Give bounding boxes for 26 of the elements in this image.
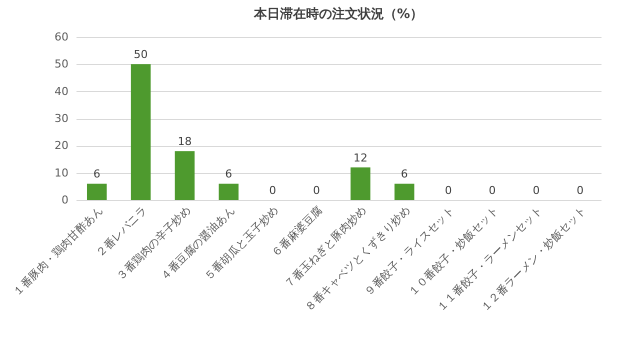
data-label: 12 — [353, 151, 368, 164]
data-label: 6 — [225, 168, 232, 181]
bar — [394, 184, 414, 200]
data-label: 6 — [93, 168, 100, 181]
y-tick-label: 0 — [62, 194, 68, 206]
data-label: 0 — [313, 184, 320, 197]
data-label: 6 — [400, 168, 408, 181]
data-label: 0 — [532, 184, 540, 197]
y-tick-label: 30 — [54, 112, 68, 125]
bar — [86, 184, 107, 200]
bar — [174, 151, 195, 200]
y-tick-label: 20 — [54, 139, 68, 152]
y-tick-label: 40 — [54, 84, 68, 98]
y-tick-label: 60 — [54, 30, 68, 44]
data-label: 50 — [134, 48, 148, 62]
data-label: 0 — [269, 184, 276, 197]
chart-title: 本日滞在時の注文状況（%） — [252, 6, 424, 22]
data-label: 18 — [178, 135, 192, 148]
data-label: 0 — [488, 184, 496, 197]
bar — [350, 167, 370, 200]
bar — [130, 64, 151, 200]
data-label: 0 — [444, 184, 452, 197]
y-tick-label: 10 — [54, 166, 68, 180]
data-label: 0 — [576, 184, 584, 197]
y-tick-label: 50 — [54, 58, 68, 71]
bar — [218, 184, 239, 200]
